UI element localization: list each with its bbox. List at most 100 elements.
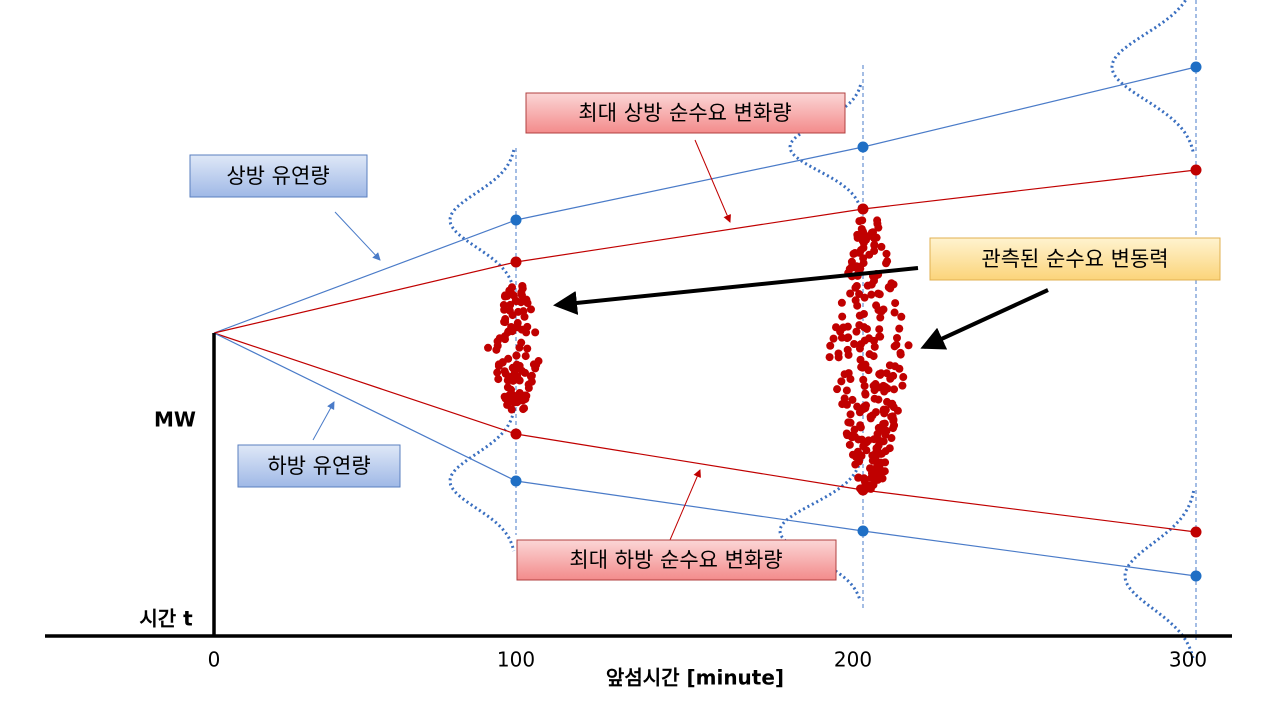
sample-dot xyxy=(853,449,862,458)
sample-dot xyxy=(870,240,879,249)
sample-dot xyxy=(896,348,905,357)
sample-dot xyxy=(892,333,901,342)
sample-dot xyxy=(876,313,885,322)
callout: 최대 상방 순수요 변화량 xyxy=(578,101,791,125)
distribution-curve xyxy=(448,149,516,291)
sample-dot xyxy=(484,343,493,352)
x-tick-label: 200 xyxy=(834,648,872,672)
sample-dot xyxy=(889,415,898,424)
sample-dot xyxy=(848,395,857,404)
sample-dot xyxy=(838,312,847,321)
callout-box xyxy=(516,539,837,581)
sample-dot xyxy=(856,421,865,430)
sample-dot xyxy=(507,322,516,331)
bound-point xyxy=(1190,164,1202,176)
sample-dot xyxy=(844,333,853,342)
sample-dot xyxy=(882,249,891,258)
arrows xyxy=(312,139,1049,541)
sample-dot xyxy=(889,280,898,289)
distribution-curve xyxy=(1110,0,1195,153)
bound-point xyxy=(857,484,869,496)
sample-dot xyxy=(899,373,908,382)
callout-box xyxy=(929,237,1221,281)
sample-dot xyxy=(852,282,861,291)
sample-dot xyxy=(519,307,528,316)
sample-dot xyxy=(858,216,867,225)
bound-point xyxy=(1190,61,1202,73)
sample-dot xyxy=(524,384,533,393)
sample-dot xyxy=(882,426,891,435)
y-label: MW xyxy=(154,408,196,432)
sample-dot xyxy=(853,301,862,310)
x-label: 앞섬시간 [minute] xyxy=(606,666,784,690)
callout: 최대 하방 순수요 변화량 xyxy=(569,548,782,572)
sample-dot xyxy=(527,371,536,380)
sample-dot xyxy=(869,336,878,345)
sample-dot xyxy=(506,300,515,309)
sample-dot xyxy=(874,423,883,432)
sample-dot xyxy=(875,325,884,334)
distribution-curve xyxy=(448,410,516,552)
sample-dot xyxy=(503,400,512,409)
sample-dot xyxy=(837,377,846,386)
sample-dot xyxy=(493,337,502,346)
sample-dot xyxy=(852,327,861,336)
sample-dot xyxy=(904,341,913,350)
bound-point xyxy=(510,475,522,487)
sample-dot xyxy=(853,233,862,242)
sample-dot xyxy=(855,321,864,330)
sample-dot xyxy=(871,448,880,457)
sample-dot xyxy=(850,339,859,348)
sample-dot xyxy=(895,364,904,373)
bound-point xyxy=(857,203,869,215)
sample-dot xyxy=(870,342,879,351)
sample-dot xyxy=(523,344,532,353)
sample-dot xyxy=(881,382,890,391)
callout-box xyxy=(189,154,368,198)
sample-dot xyxy=(512,351,521,360)
sample-dot xyxy=(880,419,889,428)
sample-dot xyxy=(493,368,502,377)
sample-dot xyxy=(892,340,901,349)
sample-dot xyxy=(856,264,865,273)
bound-point xyxy=(857,141,869,153)
sample-dot xyxy=(860,293,869,302)
sample-dot xyxy=(877,369,886,378)
sample-dot xyxy=(881,458,890,467)
sample-dot xyxy=(866,414,875,423)
sample-dot xyxy=(839,323,848,332)
sample-dot xyxy=(893,406,902,415)
sample-dot xyxy=(862,324,871,333)
x-tick-label: 100 xyxy=(497,648,535,672)
sample-dot xyxy=(842,386,851,395)
callout-box xyxy=(237,444,401,488)
sample-dot xyxy=(527,377,536,386)
sample-dot xyxy=(531,328,540,337)
sample-dot xyxy=(871,456,880,465)
sample-dot xyxy=(494,362,503,371)
sample-dot xyxy=(506,375,515,384)
sample-dot xyxy=(844,418,853,427)
sample-dot xyxy=(862,446,871,455)
sample-dot xyxy=(517,291,526,300)
sample-dot xyxy=(520,368,529,377)
sample-dot xyxy=(873,219,882,228)
bound-point xyxy=(857,525,869,537)
sample-dot xyxy=(846,289,855,298)
sample-dot xyxy=(501,318,510,327)
sample-dot xyxy=(888,399,897,408)
sample-dot xyxy=(854,473,863,482)
sample-dot xyxy=(825,353,834,362)
sample-dot xyxy=(869,352,878,361)
bound-point xyxy=(510,214,522,226)
sample-dot xyxy=(520,404,529,413)
sample-dot xyxy=(864,436,873,445)
x-tick-label: 0 xyxy=(208,648,221,672)
sample-dot xyxy=(834,349,843,358)
sample-dot xyxy=(850,425,859,434)
sample-dot xyxy=(887,434,896,443)
sample-dot xyxy=(890,385,899,394)
points xyxy=(484,61,1202,582)
sample-dot xyxy=(513,319,522,328)
